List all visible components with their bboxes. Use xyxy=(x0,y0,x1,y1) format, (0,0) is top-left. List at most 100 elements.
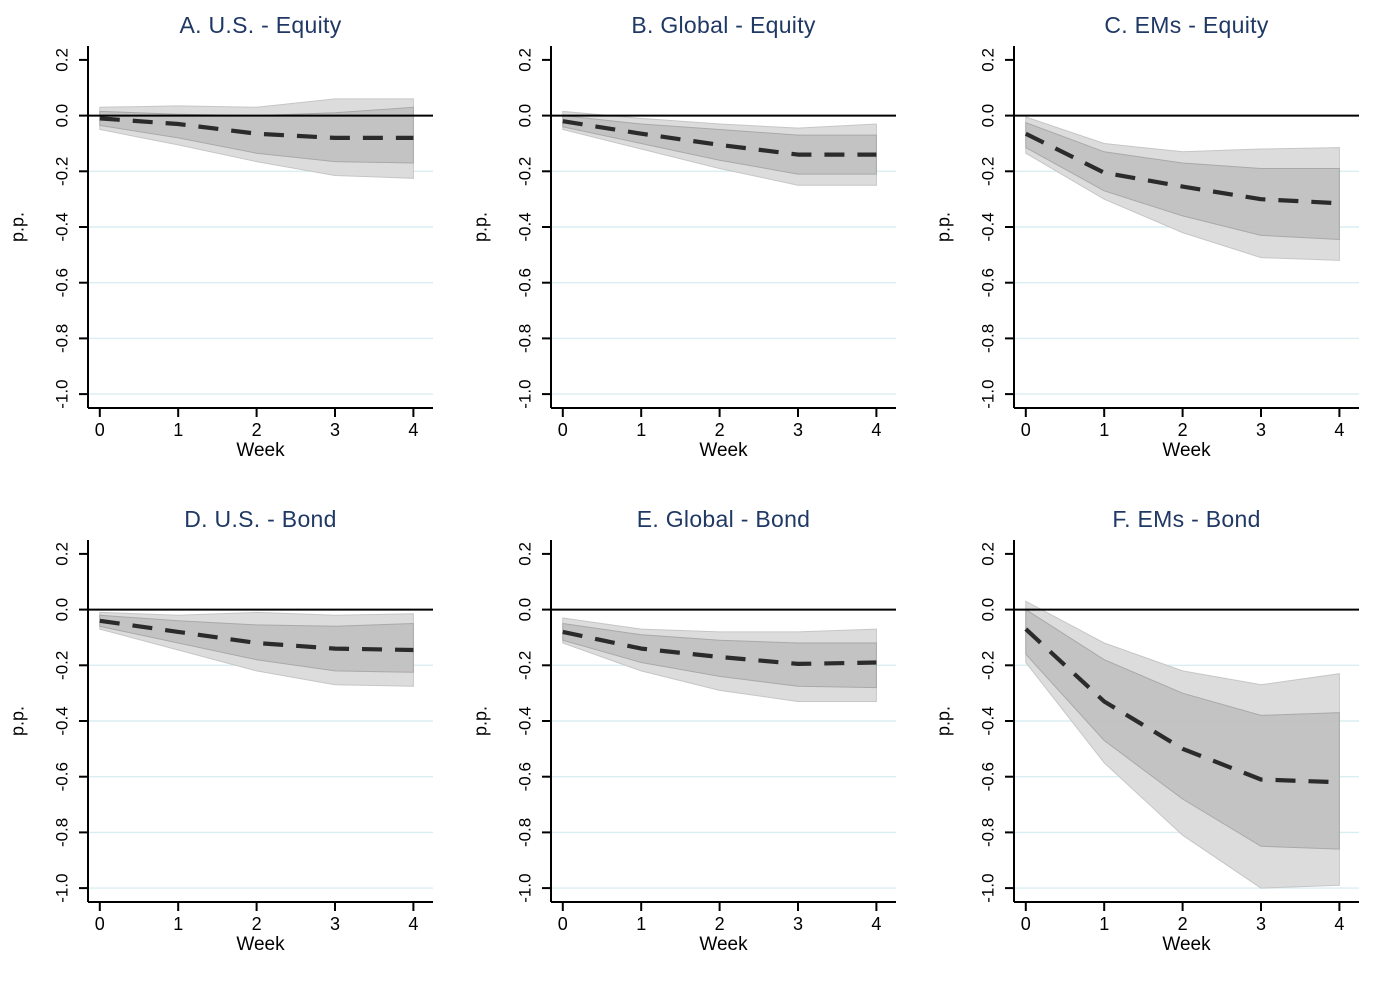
y-tick-label: 0.2 xyxy=(53,542,72,566)
inner-confidence-band xyxy=(562,115,877,175)
chart-us-equity: 0.2 0.0 -0.2 -0.4 -0.6 -0.8 -1.0 0 1 2 3 4 xyxy=(53,46,433,440)
y-tick-label: -0.6 xyxy=(516,268,535,297)
x-axis-label: Week xyxy=(699,440,748,461)
y-tick-label: -0.2 xyxy=(979,651,998,680)
x-axis-label: Week xyxy=(1162,440,1211,461)
panel-title: D. U.S. - Bond xyxy=(184,506,337,532)
x-tick-label: 2 xyxy=(715,420,725,440)
x-tick-label: 4 xyxy=(871,914,881,934)
x-tick-label: 0 xyxy=(558,914,568,934)
y-tick-label: 0.0 xyxy=(53,104,72,128)
x-axis-label: Week xyxy=(236,934,285,955)
y-tick-label: -1.0 xyxy=(516,379,535,408)
x-tick-label: 0 xyxy=(95,420,105,440)
inner-confidence-band xyxy=(99,614,414,673)
y-tick-label: -0.6 xyxy=(979,762,998,791)
x-tick-label: 4 xyxy=(871,420,881,440)
y-tick-label: -1.0 xyxy=(53,873,72,902)
y-tick-label: -0.8 xyxy=(516,818,535,847)
chart-ems-bond: 0.2 0.0 -0.2 -0.4 -0.6 -0.8 -1.0 0 1 2 3 4 xyxy=(979,540,1359,934)
panel-title: F. EMs - Bond xyxy=(1112,506,1261,532)
x-tick-label: 2 xyxy=(715,914,725,934)
y-tick-label: -0.6 xyxy=(516,762,535,791)
y-tick-label: -0.4 xyxy=(516,706,535,735)
x-tick-label: 1 xyxy=(636,420,646,440)
x-tick-label: 1 xyxy=(1099,914,1109,934)
y-tick-label: 0.0 xyxy=(979,104,998,128)
x-tick-label: 2 xyxy=(252,914,262,934)
chart-global-bond: 0.2 0.0 -0.2 -0.4 -0.6 -0.8 -1.0 0 1 2 3 4 xyxy=(516,540,896,934)
chart-us-bond: 0.2 0.0 -0.2 -0.4 -0.6 -0.8 -1.0 0 1 2 3 4 xyxy=(53,540,433,934)
y-tick-label: -0.8 xyxy=(53,324,72,353)
x-tick-label: 1 xyxy=(1099,420,1109,440)
y-axis-label: p.p. xyxy=(7,705,28,737)
chart-global-equity: 0.2 0.0 -0.2 -0.4 -0.6 -0.8 -1.0 0 1 2 3 4 xyxy=(516,46,896,440)
y-tick-label: -0.2 xyxy=(53,157,72,186)
panel-ems-equity: 0.2 0.0 -0.2 -0.4 -0.6 -0.8 -1.0 0 1 2 3 4 C. EMs -… xyxy=(926,0,1389,494)
y-tick-label: -1.0 xyxy=(516,873,535,902)
x-tick-label: 0 xyxy=(1021,420,1031,440)
x-tick-label: 1 xyxy=(173,914,183,934)
x-tick-label: 2 xyxy=(1178,420,1188,440)
y-tick-label: -1.0 xyxy=(979,379,998,408)
y-tick-label: -1.0 xyxy=(979,873,998,902)
x-tick-label: 3 xyxy=(330,914,340,934)
y-tick-label: -0.2 xyxy=(516,651,535,680)
y-tick-label: 0.0 xyxy=(516,598,535,622)
panel-us-equity: 0.2 0.0 -0.2 -0.4 -0.6 -0.8 -1.0 0 1 2 3 4 A. U.S. … xyxy=(0,0,463,494)
x-tick-label: 0 xyxy=(1021,914,1031,934)
inner-confidence-band xyxy=(562,622,877,689)
y-tick-label: -0.2 xyxy=(516,157,535,186)
x-tick-label: 3 xyxy=(1256,914,1266,934)
y-tick-label: -0.4 xyxy=(516,212,535,241)
y-tick-label: 0.0 xyxy=(516,104,535,128)
y-tick-label: -1.0 xyxy=(53,379,72,408)
panel-ems-bond: 0.2 0.0 -0.2 -0.4 -0.6 -0.8 -1.0 0 1 2 3 4 F. EMs -… xyxy=(926,494,1389,988)
y-tick-label: -0.8 xyxy=(979,324,998,353)
y-axis-label: p.p. xyxy=(470,705,491,737)
impulse-response-line xyxy=(562,119,877,157)
y-tick-label: -0.2 xyxy=(979,157,998,186)
panel-global-equity: 0.2 0.0 -0.2 -0.4 -0.6 -0.8 -1.0 0 1 2 3 4 B. Globa… xyxy=(463,0,926,494)
y-tick-label: 0.0 xyxy=(979,598,998,622)
x-tick-label: 3 xyxy=(330,420,340,440)
panel-title: B. Global - Equity xyxy=(631,12,816,38)
x-axis-label: Week xyxy=(236,440,285,461)
x-tick-label: 3 xyxy=(793,420,803,440)
y-tick-label: 0.2 xyxy=(53,48,72,72)
impulse-response-line xyxy=(99,618,414,653)
x-tick-label: 2 xyxy=(1178,914,1188,934)
y-tick-label: -0.8 xyxy=(53,818,72,847)
y-tick-label: -0.6 xyxy=(53,268,72,297)
x-tick-label: 0 xyxy=(95,914,105,934)
x-tick-label: 3 xyxy=(793,914,803,934)
x-tick-label: 4 xyxy=(408,914,418,934)
y-axis-label: p.p. xyxy=(933,211,954,243)
inner-confidence-band xyxy=(1025,121,1340,241)
impulse-response-line xyxy=(99,116,414,140)
inner-confidence-band xyxy=(1025,608,1340,850)
y-axis-label: p.p. xyxy=(933,705,954,737)
y-tick-label: 0.2 xyxy=(979,48,998,72)
panel-title: A. U.S. - Equity xyxy=(179,12,342,38)
y-tick-label: -0.4 xyxy=(979,706,998,735)
panel-title: C. EMs - Equity xyxy=(1104,12,1269,38)
x-tick-label: 1 xyxy=(636,914,646,934)
impulse-response-line xyxy=(1024,627,1340,785)
x-tick-label: 4 xyxy=(408,420,418,440)
y-tick-label: -0.8 xyxy=(516,324,535,353)
y-tick-label: -0.4 xyxy=(979,212,998,241)
y-tick-label: 0.2 xyxy=(516,48,535,72)
y-tick-label: -0.6 xyxy=(979,268,998,297)
x-tick-label: 4 xyxy=(1334,420,1344,440)
chart-ems-equity: 0.2 0.0 -0.2 -0.4 -0.6 -0.8 -1.0 0 1 2 3 4 xyxy=(979,46,1359,440)
y-tick-label: -0.4 xyxy=(53,212,72,241)
y-tick-label: -0.4 xyxy=(53,706,72,735)
x-tick-label: 3 xyxy=(1256,420,1266,440)
y-tick-label: 0.2 xyxy=(516,542,535,566)
impulse-response-line xyxy=(1024,131,1340,206)
y-axis-label: p.p. xyxy=(470,211,491,243)
x-tick-label: 0 xyxy=(558,420,568,440)
